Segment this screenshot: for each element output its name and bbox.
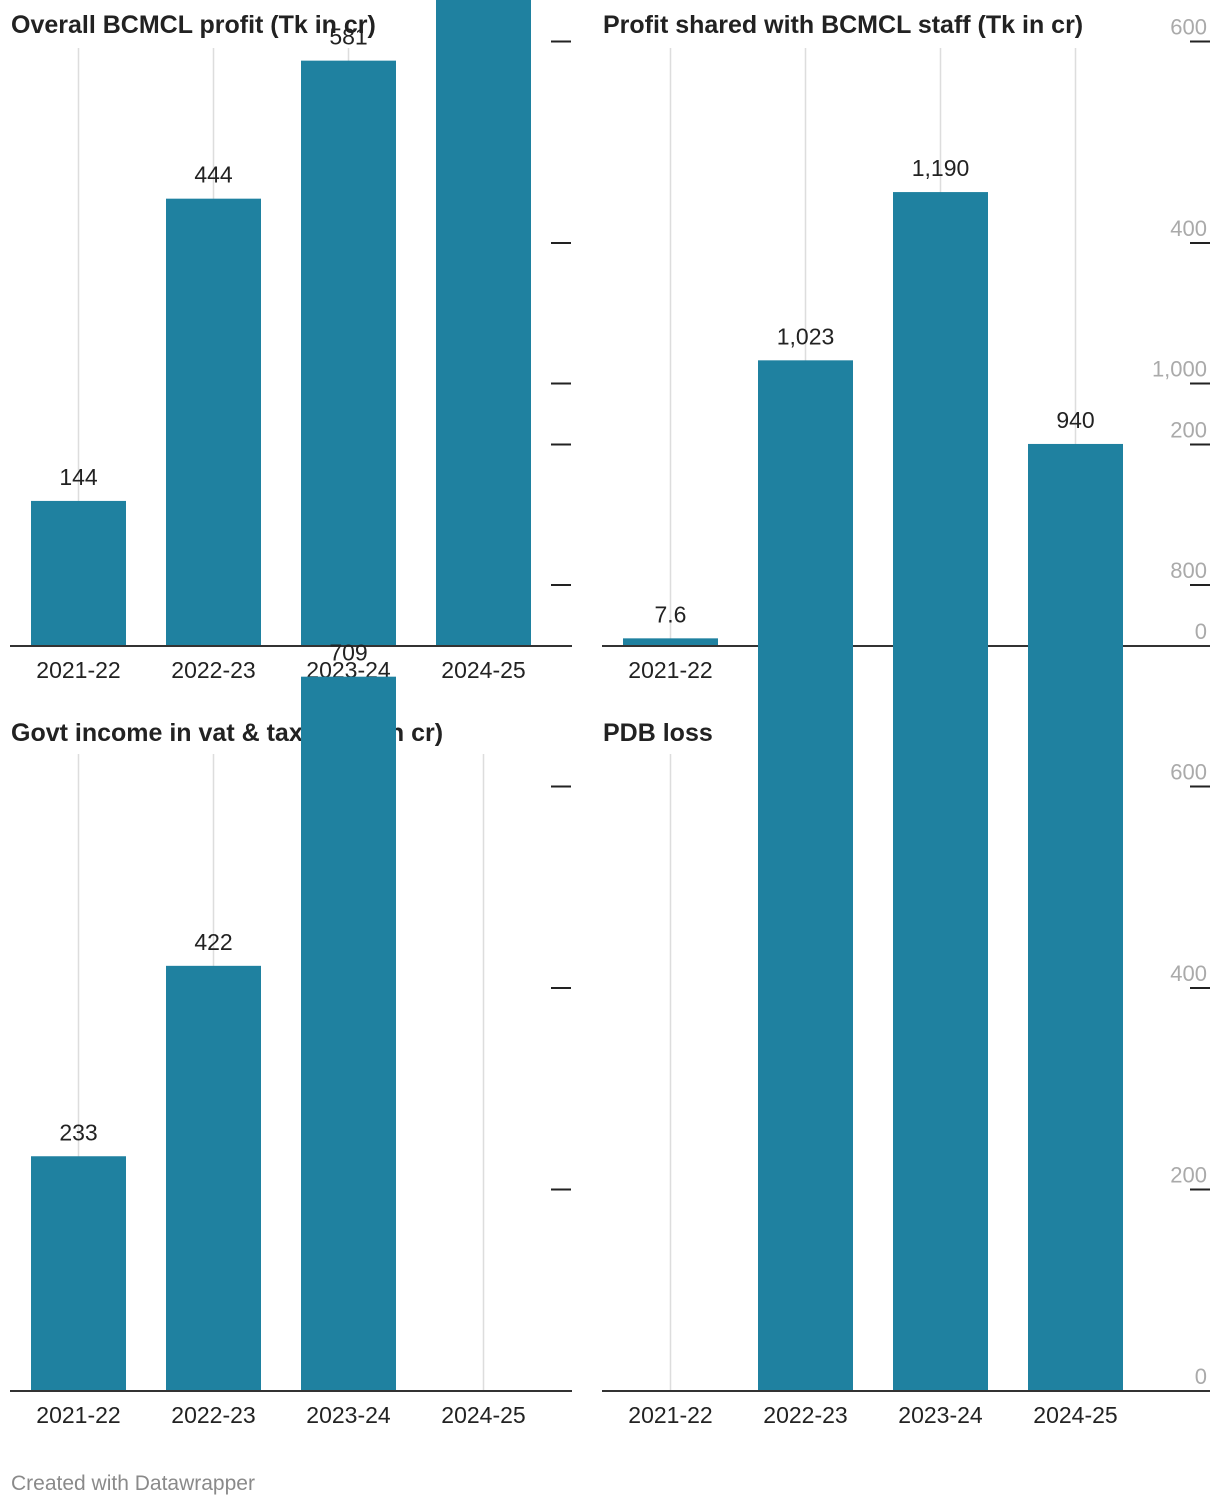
x-tick-label: 2021-22	[628, 1402, 712, 1428]
bar-value-label: 709	[329, 640, 367, 666]
bar-value-label: 1,190	[912, 155, 970, 181]
bar-value-label: 233	[59, 1119, 97, 1145]
bar-value-label: 444	[194, 162, 233, 188]
x-tick-label: 2024-25	[441, 657, 525, 683]
y-tick-label: 0	[1195, 619, 1207, 644]
chart-title: PDB loss	[603, 719, 713, 747]
bar	[166, 198, 261, 647]
bar-value-label: 422	[194, 929, 232, 955]
bar	[301, 676, 396, 1391]
y-tick-label: 400	[1170, 216, 1207, 241]
x-tick-label: 2022-23	[171, 1402, 255, 1428]
datawrapper-credit: Created with Datawrapper	[11, 1472, 255, 1495]
y-tick-label: 600	[1170, 760, 1207, 785]
bar	[1028, 443, 1123, 1391]
bar	[166, 965, 261, 1391]
bar	[758, 360, 853, 1391]
y-tick-label: 400	[1170, 961, 1207, 986]
y-tick-label: 1,000	[1152, 357, 1207, 382]
x-tick-label: 2022-23	[171, 657, 255, 683]
bar	[893, 192, 988, 1392]
y-tick-label: 600	[1170, 15, 1207, 40]
bar-value-label: 1,023	[777, 323, 835, 349]
x-tick-label: 2023-24	[306, 1402, 391, 1428]
bar	[31, 500, 126, 646]
x-tick-label: 2021-22	[36, 657, 120, 683]
bar	[436, 0, 531, 646]
y-tick-label: 0	[1195, 1364, 1207, 1389]
x-tick-label: 2022-23	[763, 1402, 847, 1428]
x-tick-label: 2021-22	[628, 657, 712, 683]
x-tick-label: 2024-25	[1033, 1402, 1117, 1428]
y-tick-label: 200	[1170, 418, 1207, 443]
bar-value-label: 7.6	[655, 601, 687, 627]
chart-title: Profit shared with BCMCL staff (Tk in cr…	[603, 11, 1083, 39]
bar	[31, 1156, 126, 1391]
bar	[301, 60, 396, 646]
y-tick-label: 800	[1170, 558, 1207, 583]
chart-title: Overall BCMCL profit (Tk in cr)	[11, 11, 376, 39]
bar-value-label: 940	[1056, 407, 1094, 433]
x-tick-label: 2021-22	[36, 1402, 120, 1428]
bar-value-label: 144	[59, 464, 98, 490]
bar-value-label: 581	[329, 24, 367, 50]
small-multiples-chart: Overall BCMCL profit (Tk in cr) 144 444 581…	[10, 0, 1210, 1428]
y-tick-label: 200	[1170, 1163, 1207, 1188]
x-tick-label: 2024-25	[441, 1402, 525, 1428]
bar	[623, 638, 718, 646]
x-tick-label: 2023-24	[898, 1402, 983, 1428]
